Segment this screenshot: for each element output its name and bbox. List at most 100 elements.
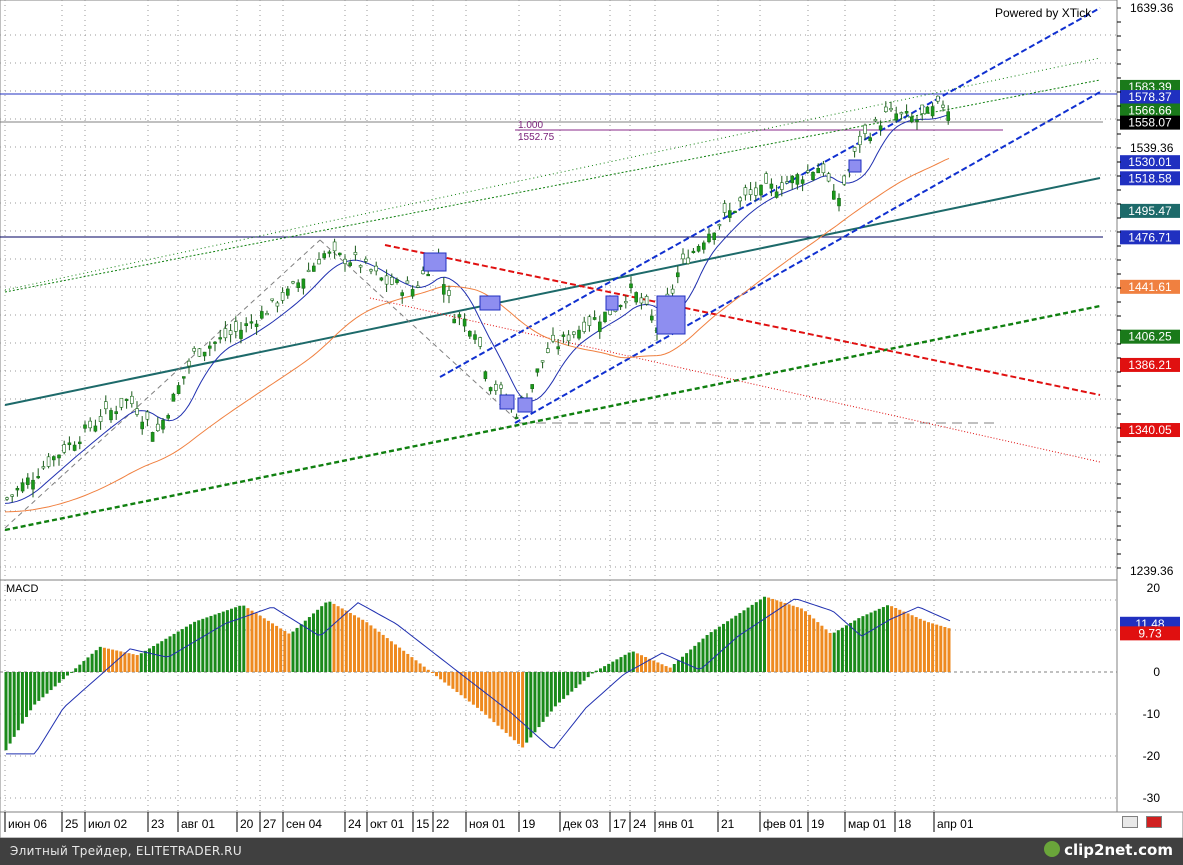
- candle: [275, 301, 280, 313]
- candle: [946, 105, 951, 125]
- macd-bar: [648, 658, 652, 672]
- macd-bar: [271, 623, 274, 672]
- candle: [899, 111, 904, 120]
- candle-body: [353, 252, 358, 256]
- candle: [644, 294, 649, 306]
- date-tick-label: 24: [348, 817, 362, 831]
- candle: [228, 323, 233, 343]
- macd-bar: [890, 606, 894, 672]
- macd-tick-label: -20: [1143, 749, 1161, 763]
- macd-bar: [804, 611, 807, 672]
- candle: [62, 440, 67, 455]
- macd-bar: [906, 613, 910, 672]
- candle-body: [379, 277, 384, 281]
- candle: [46, 453, 51, 469]
- macd-bar: [340, 608, 344, 672]
- candle-body: [722, 203, 727, 213]
- candle: [681, 248, 685, 264]
- candle-body: [592, 317, 597, 320]
- macd-bar: [640, 655, 643, 672]
- candle-body: [421, 270, 425, 275]
- macd-bar: [418, 663, 422, 672]
- macd-bar: [348, 612, 352, 672]
- scroll-icon[interactable]: [1122, 816, 1138, 828]
- date-tick-label: апр 01: [937, 817, 974, 831]
- candle: [785, 175, 789, 184]
- date-tick-label: 19: [811, 817, 825, 831]
- candle-body: [473, 334, 477, 340]
- macd-bar: [799, 608, 803, 672]
- candle-body: [831, 190, 836, 200]
- candle: [145, 410, 150, 427]
- candle-body: [811, 171, 815, 181]
- candle-body: [597, 321, 602, 332]
- macd-bar: [402, 650, 406, 672]
- candle-body: [462, 318, 467, 327]
- macd-bar: [664, 666, 668, 672]
- macd-bar: [29, 672, 33, 711]
- price-badge: 1518.58: [1120, 171, 1180, 186]
- channel-upper: [439, 7, 1101, 378]
- macd-bar: [82, 661, 86, 672]
- date-tick-label: ноя 01: [469, 817, 506, 831]
- macd-bar: [467, 672, 471, 702]
- clip2net-label: clip2net.com: [1064, 841, 1173, 859]
- macd-bar: [668, 667, 672, 672]
- candle-body: [629, 283, 633, 289]
- macd-bar: [746, 607, 750, 672]
- candle: [774, 185, 779, 199]
- candle-body: [239, 329, 243, 339]
- candle: [831, 184, 836, 200]
- macd-bar: [615, 659, 619, 672]
- candle: [410, 285, 415, 299]
- exit-icon[interactable]: [1146, 816, 1162, 828]
- macd-bar: [12, 672, 16, 737]
- candle-body: [31, 479, 35, 490]
- macd-bar: [836, 630, 840, 672]
- candle-body: [800, 179, 805, 184]
- candle-body: [426, 274, 431, 277]
- candle: [686, 249, 691, 265]
- macd-bar: [599, 668, 602, 672]
- candle-body: [223, 328, 228, 339]
- candle: [941, 100, 945, 112]
- candle-body: [187, 360, 191, 367]
- price-badge: 1578.37: [1120, 90, 1180, 105]
- candle-body: [244, 323, 248, 327]
- candle-body: [863, 124, 867, 134]
- candle-body: [670, 288, 675, 294]
- candle-body: [166, 415, 170, 419]
- candle: [717, 223, 722, 230]
- candle: [764, 171, 769, 184]
- candle-body: [218, 337, 222, 340]
- candle: [473, 330, 477, 344]
- macd-bar: [57, 672, 61, 683]
- candle-body: [946, 111, 951, 121]
- macd-plot: [0, 596, 1117, 755]
- macd-bar: [533, 672, 537, 733]
- candle-body: [124, 398, 129, 401]
- candle-body: [857, 135, 862, 146]
- candle: [239, 321, 243, 344]
- macd-bar: [705, 634, 709, 672]
- candle-body: [415, 285, 420, 288]
- candle: [701, 240, 706, 254]
- macd-bar: [763, 596, 766, 672]
- macd-bar: [521, 672, 525, 748]
- candle: [31, 472, 35, 498]
- candle: [208, 341, 212, 357]
- price-badge-label: 1386.21: [1128, 358, 1172, 372]
- candle-body: [540, 360, 545, 363]
- candle: [83, 421, 87, 433]
- candle-body: [296, 282, 301, 288]
- candle-body: [83, 424, 87, 429]
- macd-bar: [512, 672, 516, 741]
- candle-body: [197, 348, 202, 357]
- macd-title: MACD: [6, 583, 38, 595]
- candle: [493, 380, 498, 395]
- candle-body: [20, 482, 25, 492]
- macd-bar: [160, 641, 164, 672]
- candle-body: [759, 184, 763, 196]
- candle: [618, 304, 623, 310]
- candle: [805, 164, 810, 175]
